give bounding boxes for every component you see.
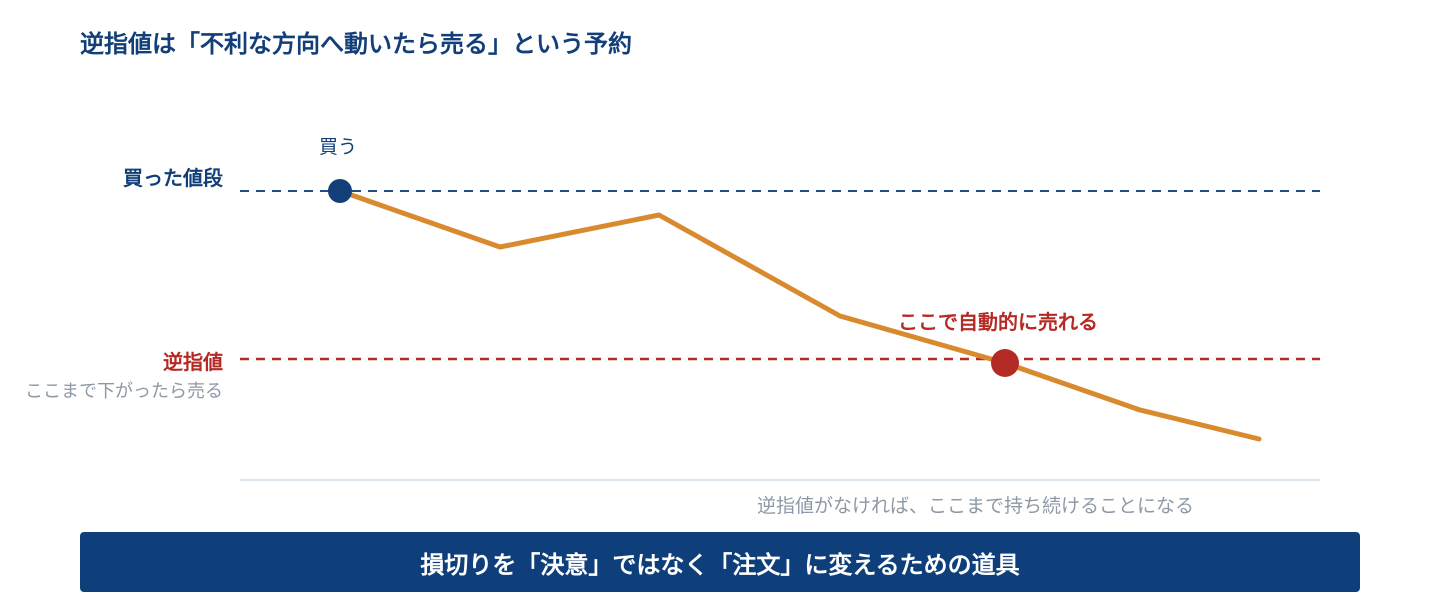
buy-point-label: 買う [319, 136, 358, 158]
auto-sell-label: ここで自動的に売れる [898, 310, 1098, 334]
page-title: 逆指値は「不利な方向へ動いたら売る」という予約 [80, 29, 632, 58]
buy-point-marker [328, 179, 352, 203]
stop-price-sublabel: ここまで下がったら売る [25, 381, 223, 402]
no-stop-note: 逆指値がなければ、ここまで持ち続けることになる [757, 495, 1195, 517]
buy-price-label: 買った値段 [123, 166, 223, 190]
stop-price-label: 逆指値 [163, 350, 223, 374]
price-path [337, 188, 1262, 442]
summary-banner-text: 損切りを「決意」ではなく「注文」に変えるための道具 [420, 549, 1020, 579]
summary-banner: 損切りを「決意」ではなく「注文」に変えるための道具 [80, 532, 1360, 592]
auto-sell-point-marker [991, 349, 1019, 377]
